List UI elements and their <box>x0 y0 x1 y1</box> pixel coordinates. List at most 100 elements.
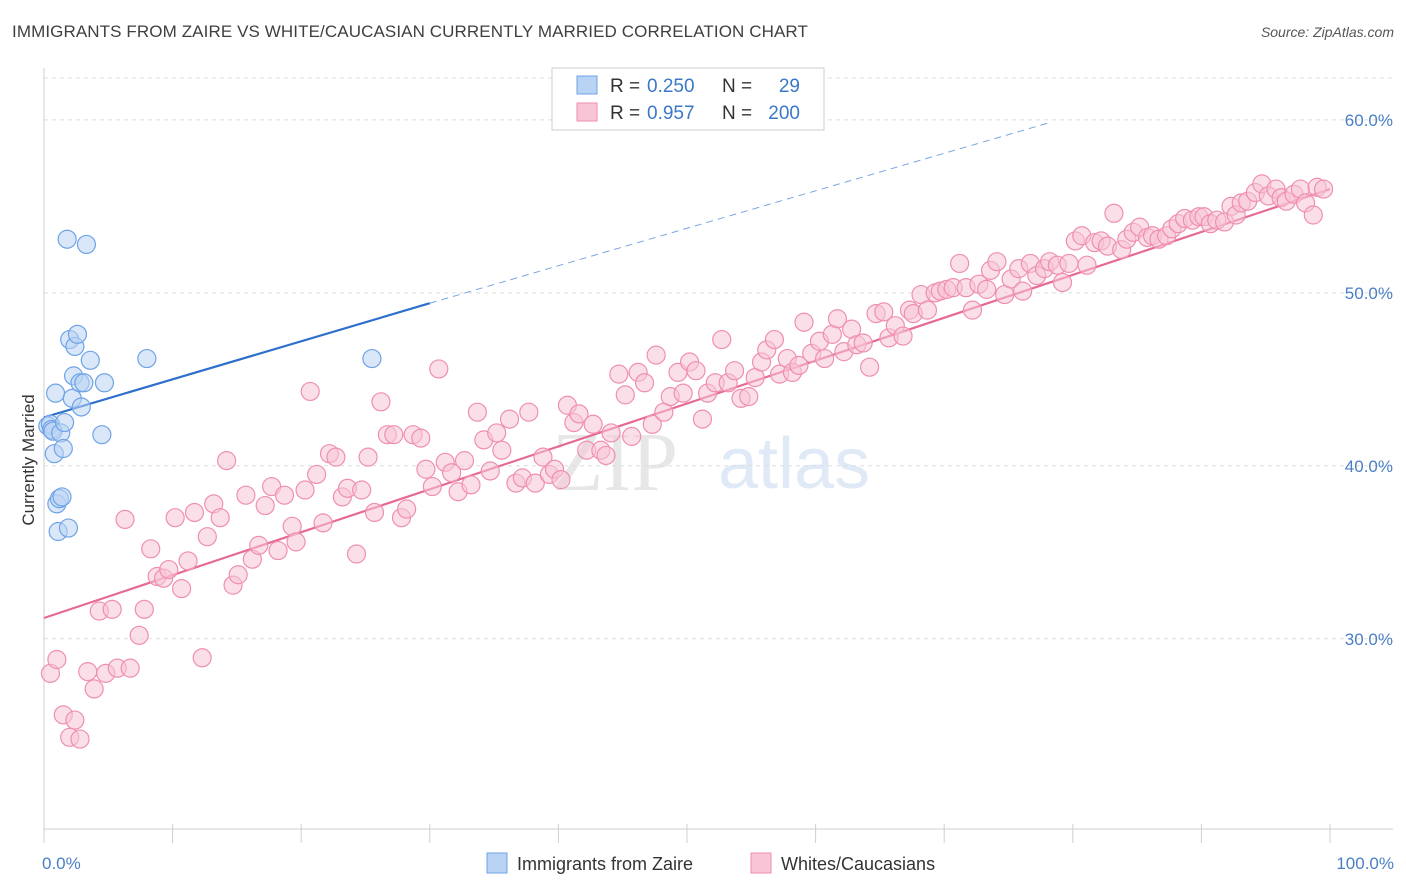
point-white-60 <box>422 476 442 497</box>
point-white-133 <box>893 326 913 346</box>
point-white-58 <box>411 428 431 448</box>
legend-swatch-white[interactable] <box>750 852 772 874</box>
point-white-88 <box>601 423 621 443</box>
x-tick-label-left: 0.0% <box>42 854 81 873</box>
point-zaire-21 <box>71 397 91 417</box>
point-white-146 <box>977 279 997 299</box>
point-white-95 <box>646 345 666 365</box>
point-zaire-14 <box>58 518 79 538</box>
chart-title: IMMIGRANTS FROM ZAIRE VS WHITE/CAUCASIAN… <box>12 22 808 41</box>
point-white-27 <box>210 508 230 528</box>
point-zaire-22 <box>74 373 94 393</box>
point-white-23 <box>184 502 205 523</box>
point-white-48 <box>346 544 367 564</box>
point-white-197 <box>1303 205 1323 225</box>
point-white-123 <box>827 309 848 329</box>
point-white-93 <box>634 373 655 393</box>
point-white-102 <box>692 409 713 429</box>
stats-r-value-white: 0.957 <box>647 103 695 124</box>
point-white-14 <box>129 625 149 645</box>
point-white-41 <box>300 381 320 402</box>
point-white-166 <box>1104 203 1124 223</box>
point-zaire-27 <box>137 348 157 369</box>
trend-line-white <box>43 188 1331 620</box>
point-white-42 <box>307 464 327 485</box>
point-white-15 <box>134 599 154 619</box>
point-white-20 <box>165 508 185 528</box>
point-white-59 <box>416 459 436 479</box>
point-white-94 <box>642 414 662 434</box>
point-white-21 <box>172 578 192 599</box>
point-zaire-23 <box>76 234 97 255</box>
point-white-56 <box>397 499 417 519</box>
point-white-76 <box>525 473 545 493</box>
y-tick-label-1: 40.0% <box>1345 457 1393 476</box>
point-white-65 <box>454 451 475 471</box>
legend-label-zaire[interactable]: Immigrants from Zaire <box>517 854 693 874</box>
point-white-91 <box>622 426 642 446</box>
stats-r-value-zaire: 0.250 <box>647 76 695 97</box>
point-white-90 <box>615 385 635 405</box>
point-zaire-19 <box>67 324 88 344</box>
watermark-atlas: atlas <box>718 424 870 504</box>
point-white-101 <box>686 361 706 381</box>
point-white-77 <box>533 447 553 467</box>
point-white-71 <box>492 440 512 460</box>
y-tick-label-0: 30.0% <box>1345 630 1393 649</box>
point-white-28 <box>217 451 237 471</box>
stats-n-label-zaire: N = <box>722 76 752 97</box>
source-note: Source: ZipAtlas.com <box>1260 24 1394 40</box>
point-white-142 <box>950 253 970 274</box>
legend-swatch-zaire[interactable] <box>486 852 508 874</box>
point-zaire-24 <box>80 350 100 370</box>
point-white-30 <box>228 565 248 585</box>
stats-swatch-zaire <box>576 75 598 95</box>
point-zaire-5 <box>45 383 66 403</box>
point-white-22 <box>178 551 198 571</box>
point-white-87 <box>596 445 616 466</box>
point-white-37 <box>274 485 295 505</box>
point-white-69 <box>480 461 500 481</box>
point-white-51 <box>364 502 385 523</box>
point-white-40 <box>295 480 315 500</box>
stats-r-label-zaire: R = <box>610 76 640 97</box>
point-white-6 <box>78 662 98 682</box>
legend: Immigrants from Zaire Whites/Caucasians <box>486 852 935 874</box>
point-white-10 <box>102 599 122 619</box>
point-white-85 <box>583 414 603 434</box>
point-white-127 <box>853 333 873 353</box>
point-white-49 <box>352 480 372 500</box>
point-zaire-13 <box>57 229 77 249</box>
point-zaire-25 <box>92 425 112 445</box>
point-white-152 <box>1013 281 1033 301</box>
y-tick-label-2: 50.0% <box>1345 284 1393 303</box>
legend-label-white[interactable]: Whites/Caucasians <box>781 854 935 874</box>
point-white-148 <box>987 252 1007 272</box>
point-white-13 <box>120 658 140 678</box>
point-white-89 <box>609 364 629 384</box>
point-white-63 <box>442 463 462 483</box>
point-white-128 <box>860 357 880 377</box>
point-white-34 <box>255 495 275 516</box>
point-white-83 <box>569 404 589 424</box>
point-white-113 <box>764 329 785 350</box>
point-white-43 <box>313 513 333 533</box>
stats-r-label-white: R = <box>610 103 640 124</box>
point-white-61 <box>429 359 449 379</box>
point-white-16 <box>141 539 161 559</box>
point-white-52 <box>371 392 391 412</box>
point-white-144 <box>962 300 983 320</box>
point-white-36 <box>268 540 288 561</box>
point-white-33 <box>249 535 269 555</box>
point-white-117 <box>789 355 809 376</box>
point-zaire-12 <box>54 412 75 433</box>
point-white-12 <box>115 509 135 530</box>
point-white-199 <box>1313 179 1334 199</box>
point-white-45 <box>326 447 346 467</box>
point-white-66 <box>461 475 481 495</box>
point-white-99 <box>673 383 693 403</box>
point-white-107 <box>724 361 745 381</box>
stats-n-value-zaire: 29 <box>779 76 800 97</box>
point-white-67 <box>467 402 487 422</box>
